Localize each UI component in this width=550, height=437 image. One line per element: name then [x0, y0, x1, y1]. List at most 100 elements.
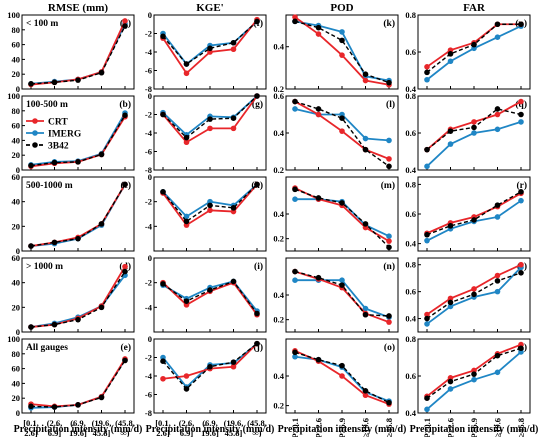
y-tick-label: 80: [12, 106, 21, 116]
panel-letter: (j): [254, 342, 264, 353]
point-3b42: [230, 115, 237, 121]
point-crt: [230, 363, 237, 370]
point-imerg: [494, 288, 501, 295]
legend-label-crt: CRT: [48, 118, 68, 128]
point-3b42: [315, 274, 322, 281]
point-3b42: [315, 195, 322, 201]
point-crt: [183, 139, 190, 146]
point-imerg: [447, 386, 454, 392]
panel-p: 0.40.60.8(p): [405, 10, 531, 94]
panel-letter: (i): [254, 261, 263, 272]
y-tick-label: -4: [145, 128, 153, 138]
y-tick-label: 80: [12, 25, 21, 35]
point-3b42: [75, 316, 81, 323]
point-3b42: [447, 128, 454, 134]
x-tick-label: P≥2.6: [314, 418, 324, 437]
row-label: All gauges: [26, 343, 68, 353]
point-3b42: [339, 362, 345, 369]
y-tick-label: 0.2: [273, 84, 284, 94]
panel-letter: (b): [119, 99, 131, 110]
y-tick-label: -4: [145, 371, 153, 381]
panel-k: 0.2 0.4 (k): [273, 14, 399, 94]
x-tick-label: (2.6,: [47, 418, 63, 428]
point-3b42: [28, 162, 34, 169]
x-tick-label: [0.1,: [23, 418, 39, 428]
point-crt: [424, 311, 430, 318]
series-line-crt: [294, 16, 390, 86]
panel-f: -8-6-4-20(f): [145, 10, 267, 94]
panel-l: 0.2 0.4 0.6 (l): [273, 91, 399, 175]
point-3b42: [424, 69, 430, 76]
x-axis-label-col4: Precipitation intensity (mm/d): [410, 424, 539, 435]
y-tick-label: 0.4: [405, 165, 416, 175]
point-imerg: [362, 305, 369, 312]
x-tick-label: (19.6,: [224, 418, 244, 428]
point-crt: [160, 375, 166, 382]
x-tick-label: 45.8]: [225, 428, 243, 437]
legend-label-imerg: IMERG: [48, 130, 82, 140]
y-tick-label: 0.4: [273, 290, 284, 300]
x-tick-label: 19.6]: [69, 428, 87, 437]
y-tick-label: -6: [145, 147, 152, 157]
series-line-3b42: [294, 188, 390, 248]
point-3b42: [75, 235, 81, 242]
x-tick-label: (19.6,: [92, 418, 112, 428]
series-line-crt: [30, 358, 126, 408]
point-3b42: [207, 202, 213, 209]
point-crt: [207, 125, 213, 132]
column-title-rmse: RMSE (mm): [48, 2, 109, 14]
point-3b42: [98, 151, 105, 158]
point-3b42: [424, 231, 430, 238]
x-tick-label: ∞): [253, 428, 262, 437]
point-3b42: [75, 77, 81, 83]
y-tick-label: 0.4: [273, 42, 284, 52]
x-tick-label: (6.9,: [70, 418, 86, 428]
point-crt: [339, 52, 345, 58]
point-3b42: [28, 243, 34, 249]
point-3b42: [362, 221, 369, 227]
point-3b42: [122, 181, 128, 188]
x-tick-label: 2.6]: [24, 428, 38, 437]
point-crt: [494, 111, 501, 118]
x-tick-label: P≥0.1: [422, 418, 432, 437]
panel-n: 0.2 0.4 (n): [273, 257, 399, 333]
y-tick-label: 0.8: [405, 10, 416, 20]
point-crt: [207, 207, 213, 214]
y-tick-label: 0: [148, 334, 152, 344]
column-titles: RMSE (mm) KGE' POD FAR: [48, 2, 486, 14]
point-crt: [518, 98, 524, 105]
y-tick-label: 0: [16, 84, 20, 94]
row-label: > 1000 m: [26, 262, 63, 272]
point-crt: [386, 238, 392, 244]
panel-m: 0.2 0.4 (m): [273, 176, 399, 252]
y-tick-label: 0: [148, 172, 152, 182]
legend-label-3b42: 3B42: [48, 142, 69, 152]
panel-letter: (k): [383, 18, 395, 29]
point-3b42: [183, 386, 190, 392]
point-imerg: [447, 303, 454, 310]
panel-g: -8 -6 -4 -2 0 (g): [145, 91, 267, 175]
point-crt: [230, 125, 237, 132]
point-3b42: [447, 299, 454, 306]
point-imerg: [339, 29, 345, 35]
panel-frame: [285, 257, 399, 333]
series-line-3b42: [162, 20, 258, 65]
point-crt: [315, 111, 322, 118]
point-3b42: [160, 189, 166, 195]
y-tick-label: 0: [16, 246, 20, 256]
point-3b42: [447, 51, 454, 57]
point-imerg: [424, 76, 430, 83]
point-3b42: [28, 403, 34, 410]
x-tick-label: P≥6.9: [337, 418, 347, 437]
x-tick-label: P≥2.6: [446, 418, 456, 437]
row-label: < 100 m: [26, 19, 58, 29]
y-tick-label: 0.8: [405, 179, 416, 189]
point-3b42: [51, 404, 58, 410]
point-imerg: [494, 369, 501, 376]
point-3b42: [494, 352, 501, 359]
series-line-3b42: [30, 360, 126, 408]
y-tick-label: 0: [16, 327, 20, 337]
point-3b42: [471, 291, 477, 298]
x-axis-label-col3: Precipitation intensity (mm/d): [278, 424, 407, 435]
